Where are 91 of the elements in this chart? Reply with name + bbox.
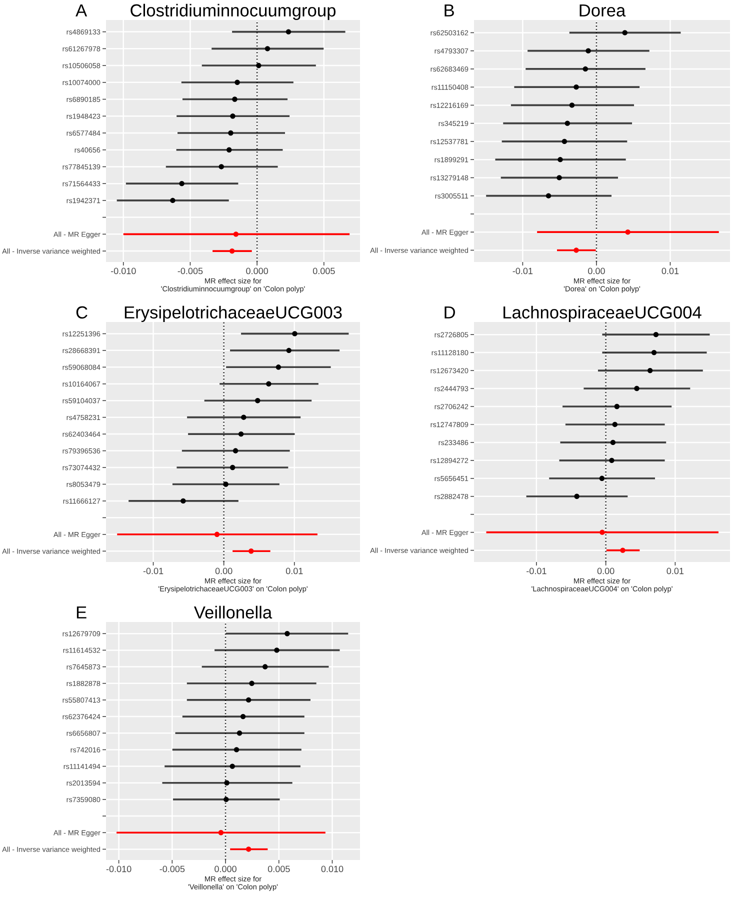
- point: [284, 631, 290, 636]
- x-tick-label: -0.01: [143, 568, 164, 574]
- point: [286, 348, 292, 354]
- point: [614, 404, 620, 410]
- point: [234, 80, 240, 85]
- point: [599, 476, 605, 482]
- x-tick-label: 0.000: [214, 866, 236, 872]
- point: [256, 62, 262, 68]
- point: [292, 331, 298, 336]
- chart-title: LachnospiraceaeUCG004: [504, 306, 702, 322]
- point: [610, 440, 616, 446]
- point: [653, 332, 659, 338]
- point: [246, 697, 252, 703]
- chart-title: Dorea: [580, 4, 626, 17]
- point: [622, 30, 628, 36]
- point: [546, 193, 552, 198]
- x-tick-label: 0.010: [321, 866, 344, 872]
- x-tick-label: -0.01: [526, 568, 546, 574]
- point: [246, 846, 252, 852]
- text: D: [444, 306, 455, 318]
- x-tick-label: 0.005: [268, 866, 290, 872]
- point: [582, 66, 588, 72]
- point: [569, 102, 575, 108]
- point: [180, 498, 186, 504]
- x-tick-label: -0.010: [110, 268, 136, 274]
- point: [274, 648, 280, 653]
- point: [564, 120, 570, 126]
- point: [262, 664, 268, 670]
- chart-title: Clostridiuminnocuumgroup: [130, 4, 336, 20]
- point: [170, 198, 176, 204]
- point: [625, 229, 630, 235]
- text: B: [444, 4, 454, 16]
- point: [224, 796, 229, 802]
- point: [233, 232, 239, 237]
- point: [276, 364, 282, 370]
- text: E: [76, 606, 86, 618]
- point: [226, 147, 232, 152]
- x-tick-label: 0.01: [286, 568, 303, 574]
- x-tick-label: 0.00: [597, 568, 614, 574]
- point: [229, 248, 235, 254]
- point: [218, 164, 224, 170]
- point: [264, 46, 270, 52]
- point: [586, 48, 591, 54]
- point: [232, 448, 238, 454]
- point: [234, 747, 240, 752]
- point: [228, 130, 234, 136]
- point: [286, 29, 292, 34]
- x-tick-label: 0.000: [246, 268, 268, 274]
- point: [612, 422, 618, 428]
- x-tick-label: 0.00: [588, 268, 605, 274]
- x-tick-label: 0.005: [312, 268, 335, 274]
- point: [647, 368, 653, 374]
- chart-title: Veillonella: [194, 606, 272, 619]
- point: [600, 530, 605, 535]
- point: [266, 381, 272, 386]
- x-tick-label: 0.00: [215, 568, 232, 574]
- point: [574, 84, 579, 90]
- point: [651, 350, 657, 356]
- point: [232, 96, 238, 102]
- point: [224, 780, 230, 786]
- point: [241, 414, 246, 420]
- x-tick-label: -0.005: [178, 268, 203, 274]
- point: [562, 138, 568, 144]
- point: [218, 830, 224, 836]
- point: [240, 714, 246, 720]
- x-tick-label: -0.01: [512, 268, 533, 274]
- point: [609, 458, 614, 464]
- point: [179, 180, 184, 186]
- x-tick-label: -0.005: [160, 866, 185, 872]
- point: [558, 156, 563, 162]
- x-tick-label: 0.01: [666, 568, 684, 574]
- chart-title: ErysipelotrichaceaeUCG003: [124, 306, 342, 322]
- point: [236, 730, 242, 736]
- point: [249, 680, 254, 686]
- point: [634, 386, 640, 392]
- point: [230, 114, 236, 119]
- text: C: [76, 306, 88, 319]
- point: [248, 548, 254, 554]
- point: [214, 532, 220, 538]
- x-tick-label: 0.01: [662, 268, 679, 274]
- point: [230, 764, 235, 769]
- text: A: [76, 4, 88, 16]
- point: [255, 398, 260, 404]
- point: [556, 175, 562, 180]
- point: [620, 548, 626, 553]
- point: [230, 464, 236, 470]
- point: [238, 431, 244, 437]
- x-tick-label: -0.010: [106, 866, 132, 872]
- point: [574, 494, 580, 499]
- point: [574, 248, 579, 253]
- point: [223, 482, 228, 487]
